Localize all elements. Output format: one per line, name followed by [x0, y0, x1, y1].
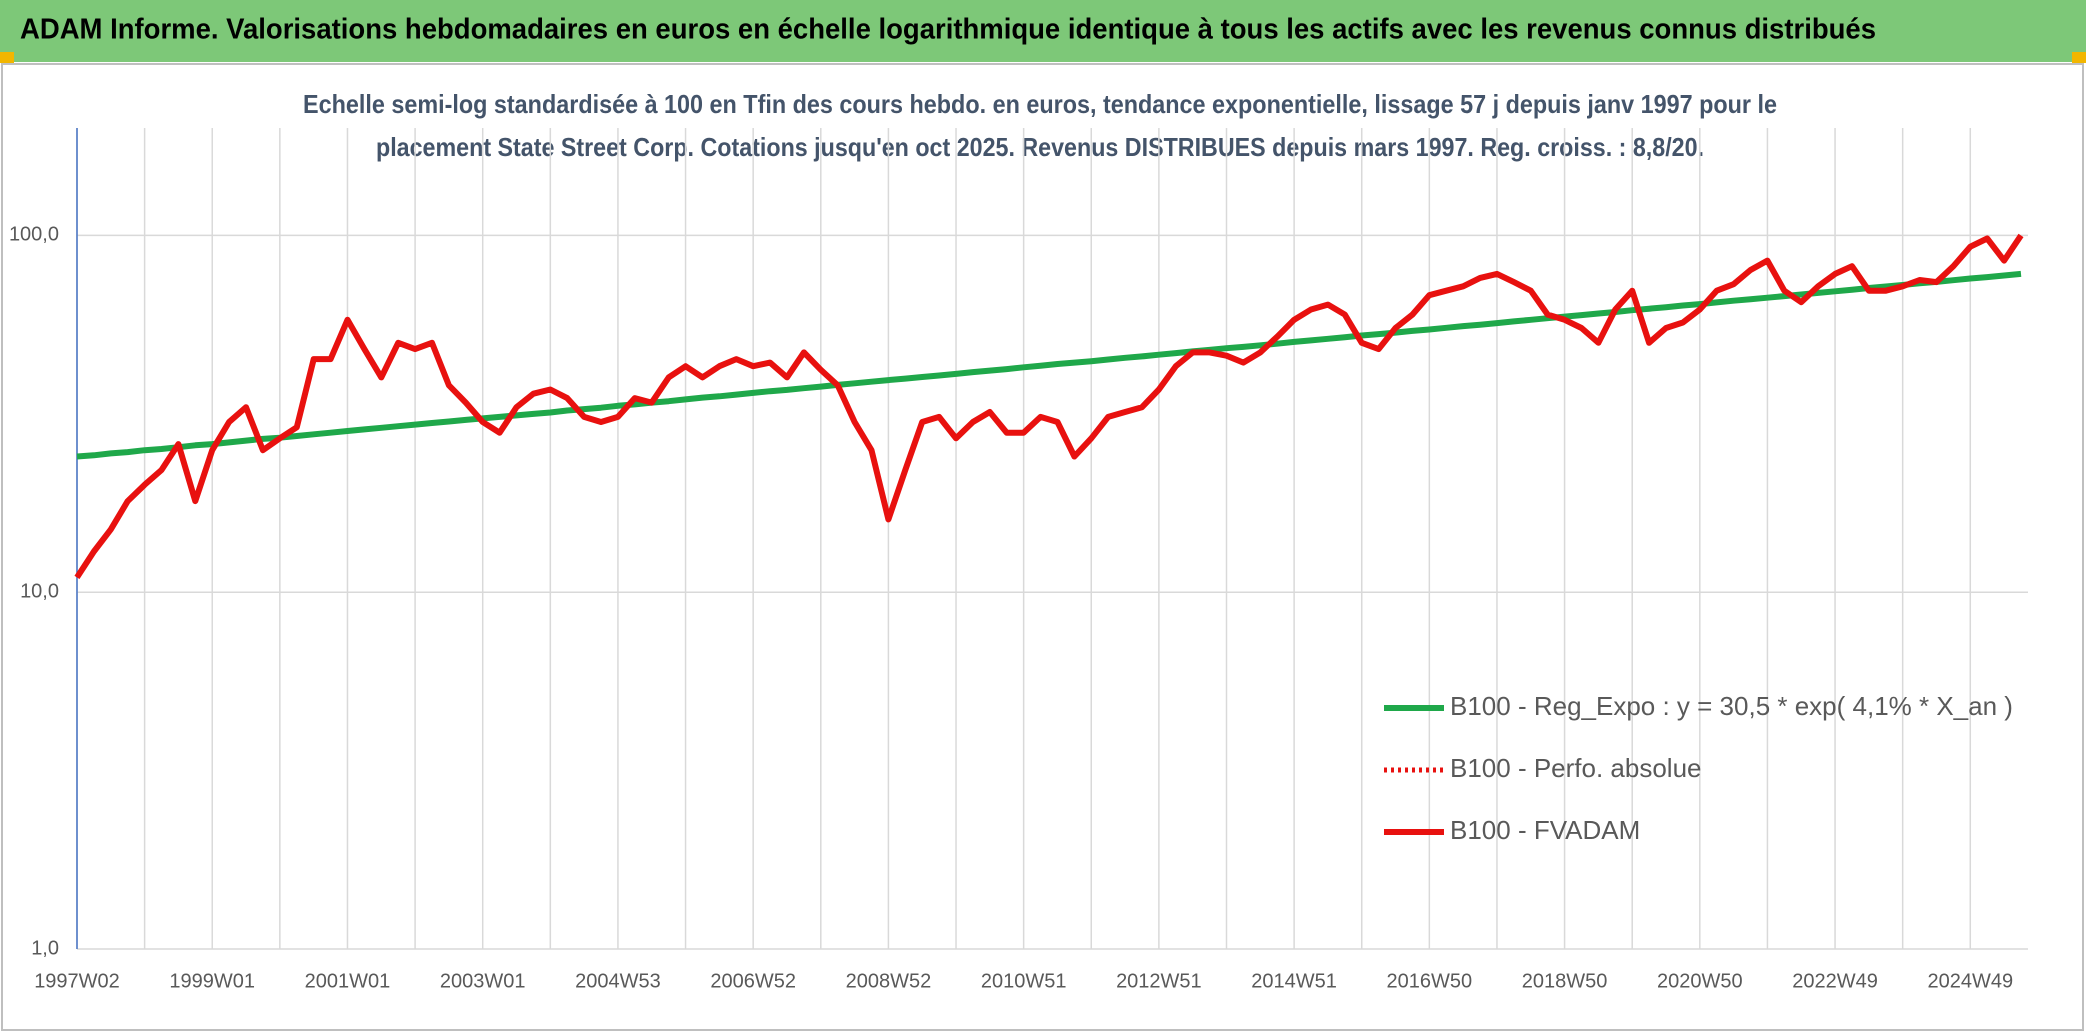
- chart-subtitle: placement State Street Corp. Cotations j…: [376, 132, 1704, 162]
- series-line: [76, 270, 2022, 460]
- x-tick-label: 2003W01: [440, 970, 526, 992]
- chart-subtitle: Echelle semi-log standardisée à 100 en T…: [303, 89, 1777, 119]
- header-title: ADAM Informe. Valorisations hebdomadaire…: [20, 14, 1876, 46]
- chart-frame: [1, 63, 2084, 1031]
- x-tick-label: 2006W52: [710, 970, 796, 992]
- x-tick-label: 2016W50: [1387, 970, 1473, 992]
- x-tick-label: 1997W02: [34, 970, 120, 992]
- corner-left: [0, 52, 14, 63]
- x-tick-label: 1999W01: [169, 970, 255, 992]
- x-tick-label: 2022W49: [1792, 970, 1878, 992]
- x-tick-label: 2020W50: [1657, 970, 1743, 992]
- y-tick-label: 10,0: [20, 580, 59, 602]
- x-tick-label: 2004W53: [575, 970, 661, 992]
- corner-right: [2072, 52, 2086, 63]
- x-tick-label: 2010W51: [981, 970, 1067, 992]
- x-tick-label: 2001W01: [305, 970, 391, 992]
- legend-label: B100 - Reg_Expo : y = 30,5 * exp( 4,1% *…: [1450, 691, 2013, 721]
- y-tick-label: 100,0: [9, 224, 59, 246]
- header-bar: [0, 0, 2086, 62]
- legend-label: B100 - Perfo. absolue: [1450, 753, 1702, 783]
- x-tick-label: 2008W52: [846, 970, 932, 992]
- legend-label: B100 - FVADAM: [1450, 815, 1640, 845]
- x-tick-label: 2014W51: [1251, 970, 1337, 992]
- series-line: [74, 233, 2024, 580]
- y-tick-label: 1,0: [31, 937, 59, 959]
- x-tick-label: 2012W51: [1116, 970, 1202, 992]
- x-tick-label: 2024W49: [1927, 970, 2013, 992]
- x-tick-label: 2018W50: [1522, 970, 1608, 992]
